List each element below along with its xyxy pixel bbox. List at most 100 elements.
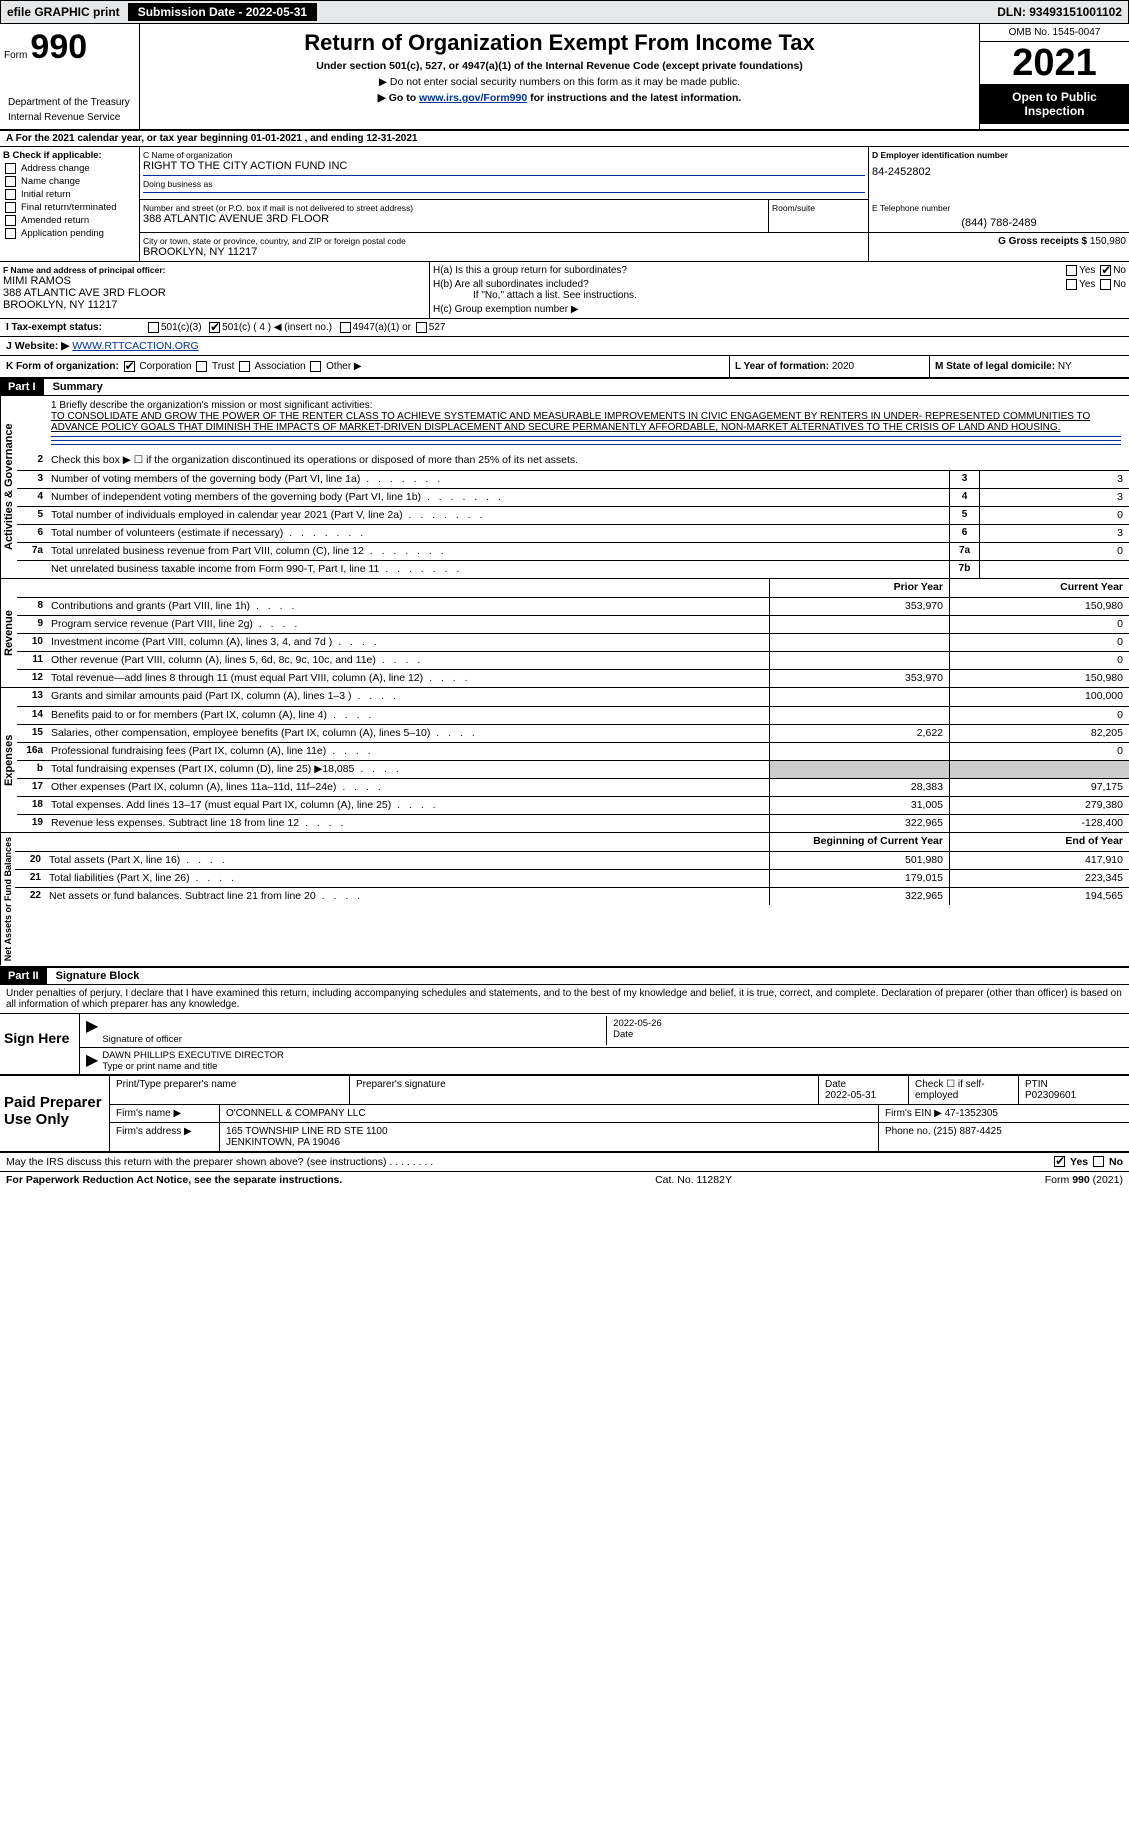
col-current-year: Current Year [949,579,1129,597]
col-beginning: Beginning of Current Year [769,833,949,851]
footer: For Paperwork Reduction Act Notice, see … [0,1172,1129,1188]
discuss-no[interactable] [1093,1156,1104,1167]
line-7a: 7aTotal unrelated business revenue from … [17,542,1129,560]
top-bar: efile GRAPHIC print Submission Date - 20… [0,0,1129,24]
footer-right: Form 990 (2021) [1045,1174,1123,1186]
hb-note: If "No," attach a list. See instructions… [473,290,1126,301]
prep-sig-label: Preparer's signature [350,1076,819,1104]
sig-name-label: Type or print name and title [102,1061,1123,1072]
org-name-label: C Name of organization [143,150,865,160]
chk-trust[interactable] [196,361,207,372]
open-public-badge: Open to Public Inspection [980,84,1129,124]
org-name: RIGHT TO THE CITY ACTION FUND INC [143,160,865,172]
dln-label: DLN: 93493151001102 [997,5,1122,19]
phone-value: (844) 788-2489 [872,217,1126,229]
hb-label: H(b) Are all subordinates included? [433,279,589,290]
gross-value: 150,980 [1090,236,1126,247]
paid-preparer-label: Paid Preparer Use Only [0,1076,110,1151]
line-3: 3Number of voting members of the governi… [17,470,1129,488]
chk-501c[interactable] [209,322,220,333]
prep-ein: 47-1352305 [945,1108,998,1119]
website-link[interactable]: WWW.RTTCACTION.ORG [72,340,198,352]
dept-irs: Internal Revenue Service [4,110,135,125]
ha-no[interactable] [1100,265,1111,276]
hb-no[interactable] [1100,279,1111,290]
tax-year: 2021 [980,42,1129,84]
mission-label: 1 Briefly describe the organization's mi… [51,400,1121,411]
ein-value: 84-2452802 [872,166,1126,178]
prep-date: 2022-05-31 [825,1090,876,1101]
may-discuss-label: May the IRS discuss this return with the… [6,1156,433,1168]
line-9: 9Program service revenue (Part VIII, lin… [17,615,1129,633]
form-title: Return of Organization Exempt From Incom… [150,30,969,56]
chk-association[interactable] [239,361,250,372]
hb-yes[interactable] [1066,279,1077,290]
mission-text: TO CONSOLIDATE AND GROW THE POWER OF THE… [51,411,1121,433]
chk-address-change[interactable] [5,163,16,174]
side-netassets: Net Assets or Fund Balances [0,833,15,965]
prep-name-label: Print/Type preparer's name [110,1076,350,1104]
line-17: 17Other expenses (Part IX, column (A), l… [17,778,1129,796]
sign-here-table: Sign Here ▶ Signature of officer 2022-05… [0,1013,1129,1074]
line-20: 20Total assets (Part X, line 16) . . . .… [15,851,1129,869]
hc-label: H(c) Group exemption number ▶ [433,304,1126,315]
chk-amended-return[interactable] [5,215,16,226]
col-end: End of Year [949,833,1129,851]
chk-final-return[interactable] [5,202,16,213]
part1-header-row: Part I Summary [0,379,1129,396]
chk-initial-return[interactable] [5,189,16,200]
chk-501c3[interactable] [148,322,159,333]
period-row: A For the 2021 calendar year, or tax yea… [0,131,1129,147]
gross-label: G Gross receipts $ [998,236,1087,247]
paid-preparer-table: Paid Preparer Use Only Print/Type prepar… [0,1074,1129,1153]
chk-application-pending[interactable] [5,228,16,239]
side-revenue: Revenue [0,579,17,687]
section-abcdefg: B Check if applicable: Address change Na… [0,147,1129,262]
form-prefix: Form [4,50,27,61]
officer-label: F Name and address of principal officer: [3,265,426,275]
submission-date-btn[interactable]: Submission Date - 2022-05-31 [128,3,317,21]
part1-badge: Part I [0,379,44,395]
part2-header-row: Part II Signature Block [0,968,1129,985]
line-10: 10Investment income (Part VIII, column (… [17,633,1129,651]
chk-corporation[interactable] [124,361,135,372]
city-value: BROOKLYN, NY 11217 [143,246,865,258]
section-fh: F Name and address of principal officer:… [0,262,1129,319]
phone-label: E Telephone number [872,203,1126,213]
side-governance: Activities & Governance [0,396,17,578]
line-11: 11Other revenue (Part VIII, column (A), … [17,651,1129,669]
line-7b: Net unrelated business taxable income fr… [17,560,1129,578]
part2-badge: Part II [0,968,47,984]
chk-other[interactable] [310,361,321,372]
prep-addr2: JENKINTOWN, PA 19046 [226,1137,872,1148]
line-2: 2Check this box ▶ ☐ if the organization … [17,452,1129,470]
discuss-yes[interactable] [1054,1156,1065,1167]
street-value: 388 ATLANTIC AVENUE 3RD FLOOR [143,213,765,225]
col-prior-year: Prior Year [769,579,949,597]
ha-yes[interactable] [1066,265,1077,276]
form-number: 990 [30,28,87,66]
sig-arrow-icon-2: ▶ [86,1050,102,1072]
chk-name-change[interactable] [5,176,16,187]
sig-name: DAWN PHILLIPS EXECUTIVE DIRECTOR [102,1050,1123,1061]
footer-left: For Paperwork Reduction Act Notice, see … [6,1174,342,1186]
col-b-checkboxes: B Check if applicable: Address change Na… [0,147,140,261]
row-j-website: J Website: ▶ WWW.RTTCACTION.ORG [0,337,1129,356]
prep-self-emp: Check ☐ if self-employed [909,1076,1019,1104]
sign-here-label: Sign Here [0,1014,80,1074]
prep-firm: O'CONNELL & COMPANY LLC [220,1105,879,1122]
ha-label: H(a) Is this a group return for subordin… [433,265,627,276]
sig-declaration: Under penalties of perjury, I declare th… [0,985,1129,1013]
street-label: Number and street (or P.O. box if mail i… [143,203,765,213]
chk-527[interactable] [416,322,427,333]
line-14: 14Benefits paid to or for members (Part … [17,706,1129,724]
dba-label: Doing business as [143,179,865,189]
dept-treasury: Department of the Treasury [4,95,135,110]
year-formation: 2020 [832,361,854,372]
line-b: bTotal fundraising expenses (Part IX, co… [17,760,1129,778]
chk-4947[interactable] [340,322,351,333]
officer-name: MIMI RAMOS [3,275,426,287]
room-label: Room/suite [772,203,865,213]
part2-title: Signature Block [50,970,140,982]
irs-link[interactable]: www.irs.gov/Form990 [419,92,527,104]
